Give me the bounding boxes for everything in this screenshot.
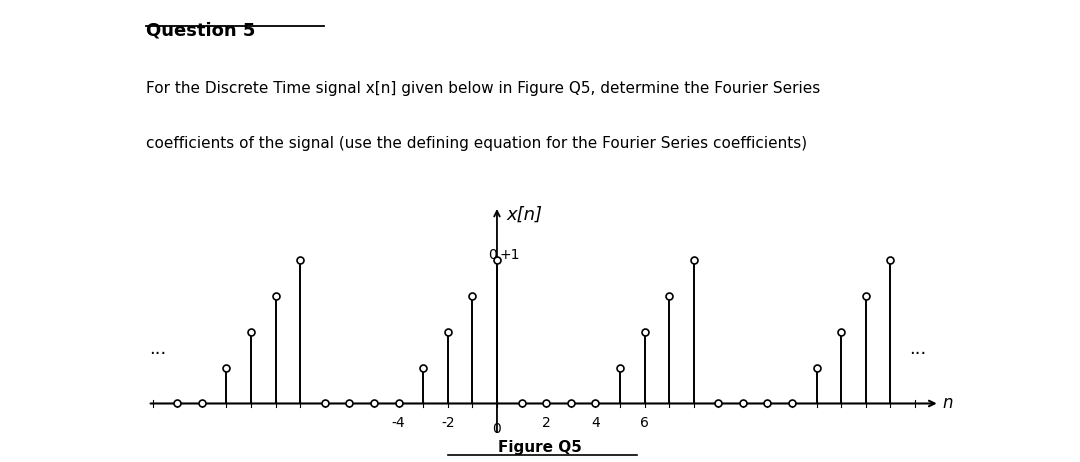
Text: 0: 0 xyxy=(488,248,497,262)
Text: +1: +1 xyxy=(499,248,519,262)
Text: 0: 0 xyxy=(492,422,501,436)
Text: -2: -2 xyxy=(441,416,455,430)
Text: 2: 2 xyxy=(542,416,551,430)
Text: -4: -4 xyxy=(392,416,405,430)
Text: Question 5: Question 5 xyxy=(146,21,255,39)
Text: 6: 6 xyxy=(640,416,649,430)
Point xyxy=(139,23,152,28)
Text: Figure Q5: Figure Q5 xyxy=(498,440,582,455)
Text: coefficients of the signal (use the defining equation for the Fourier Series coe: coefficients of the signal (use the defi… xyxy=(146,136,807,151)
Text: n: n xyxy=(942,395,953,413)
Point xyxy=(318,23,330,28)
Text: ...: ... xyxy=(909,340,926,358)
Text: 4: 4 xyxy=(591,416,599,430)
Text: ...: ... xyxy=(149,340,166,358)
Text: x[n]: x[n] xyxy=(507,206,543,224)
Text: For the Discrete Time signal x[n] given below in Figure Q5, determine the Fourie: For the Discrete Time signal x[n] given … xyxy=(146,81,820,96)
